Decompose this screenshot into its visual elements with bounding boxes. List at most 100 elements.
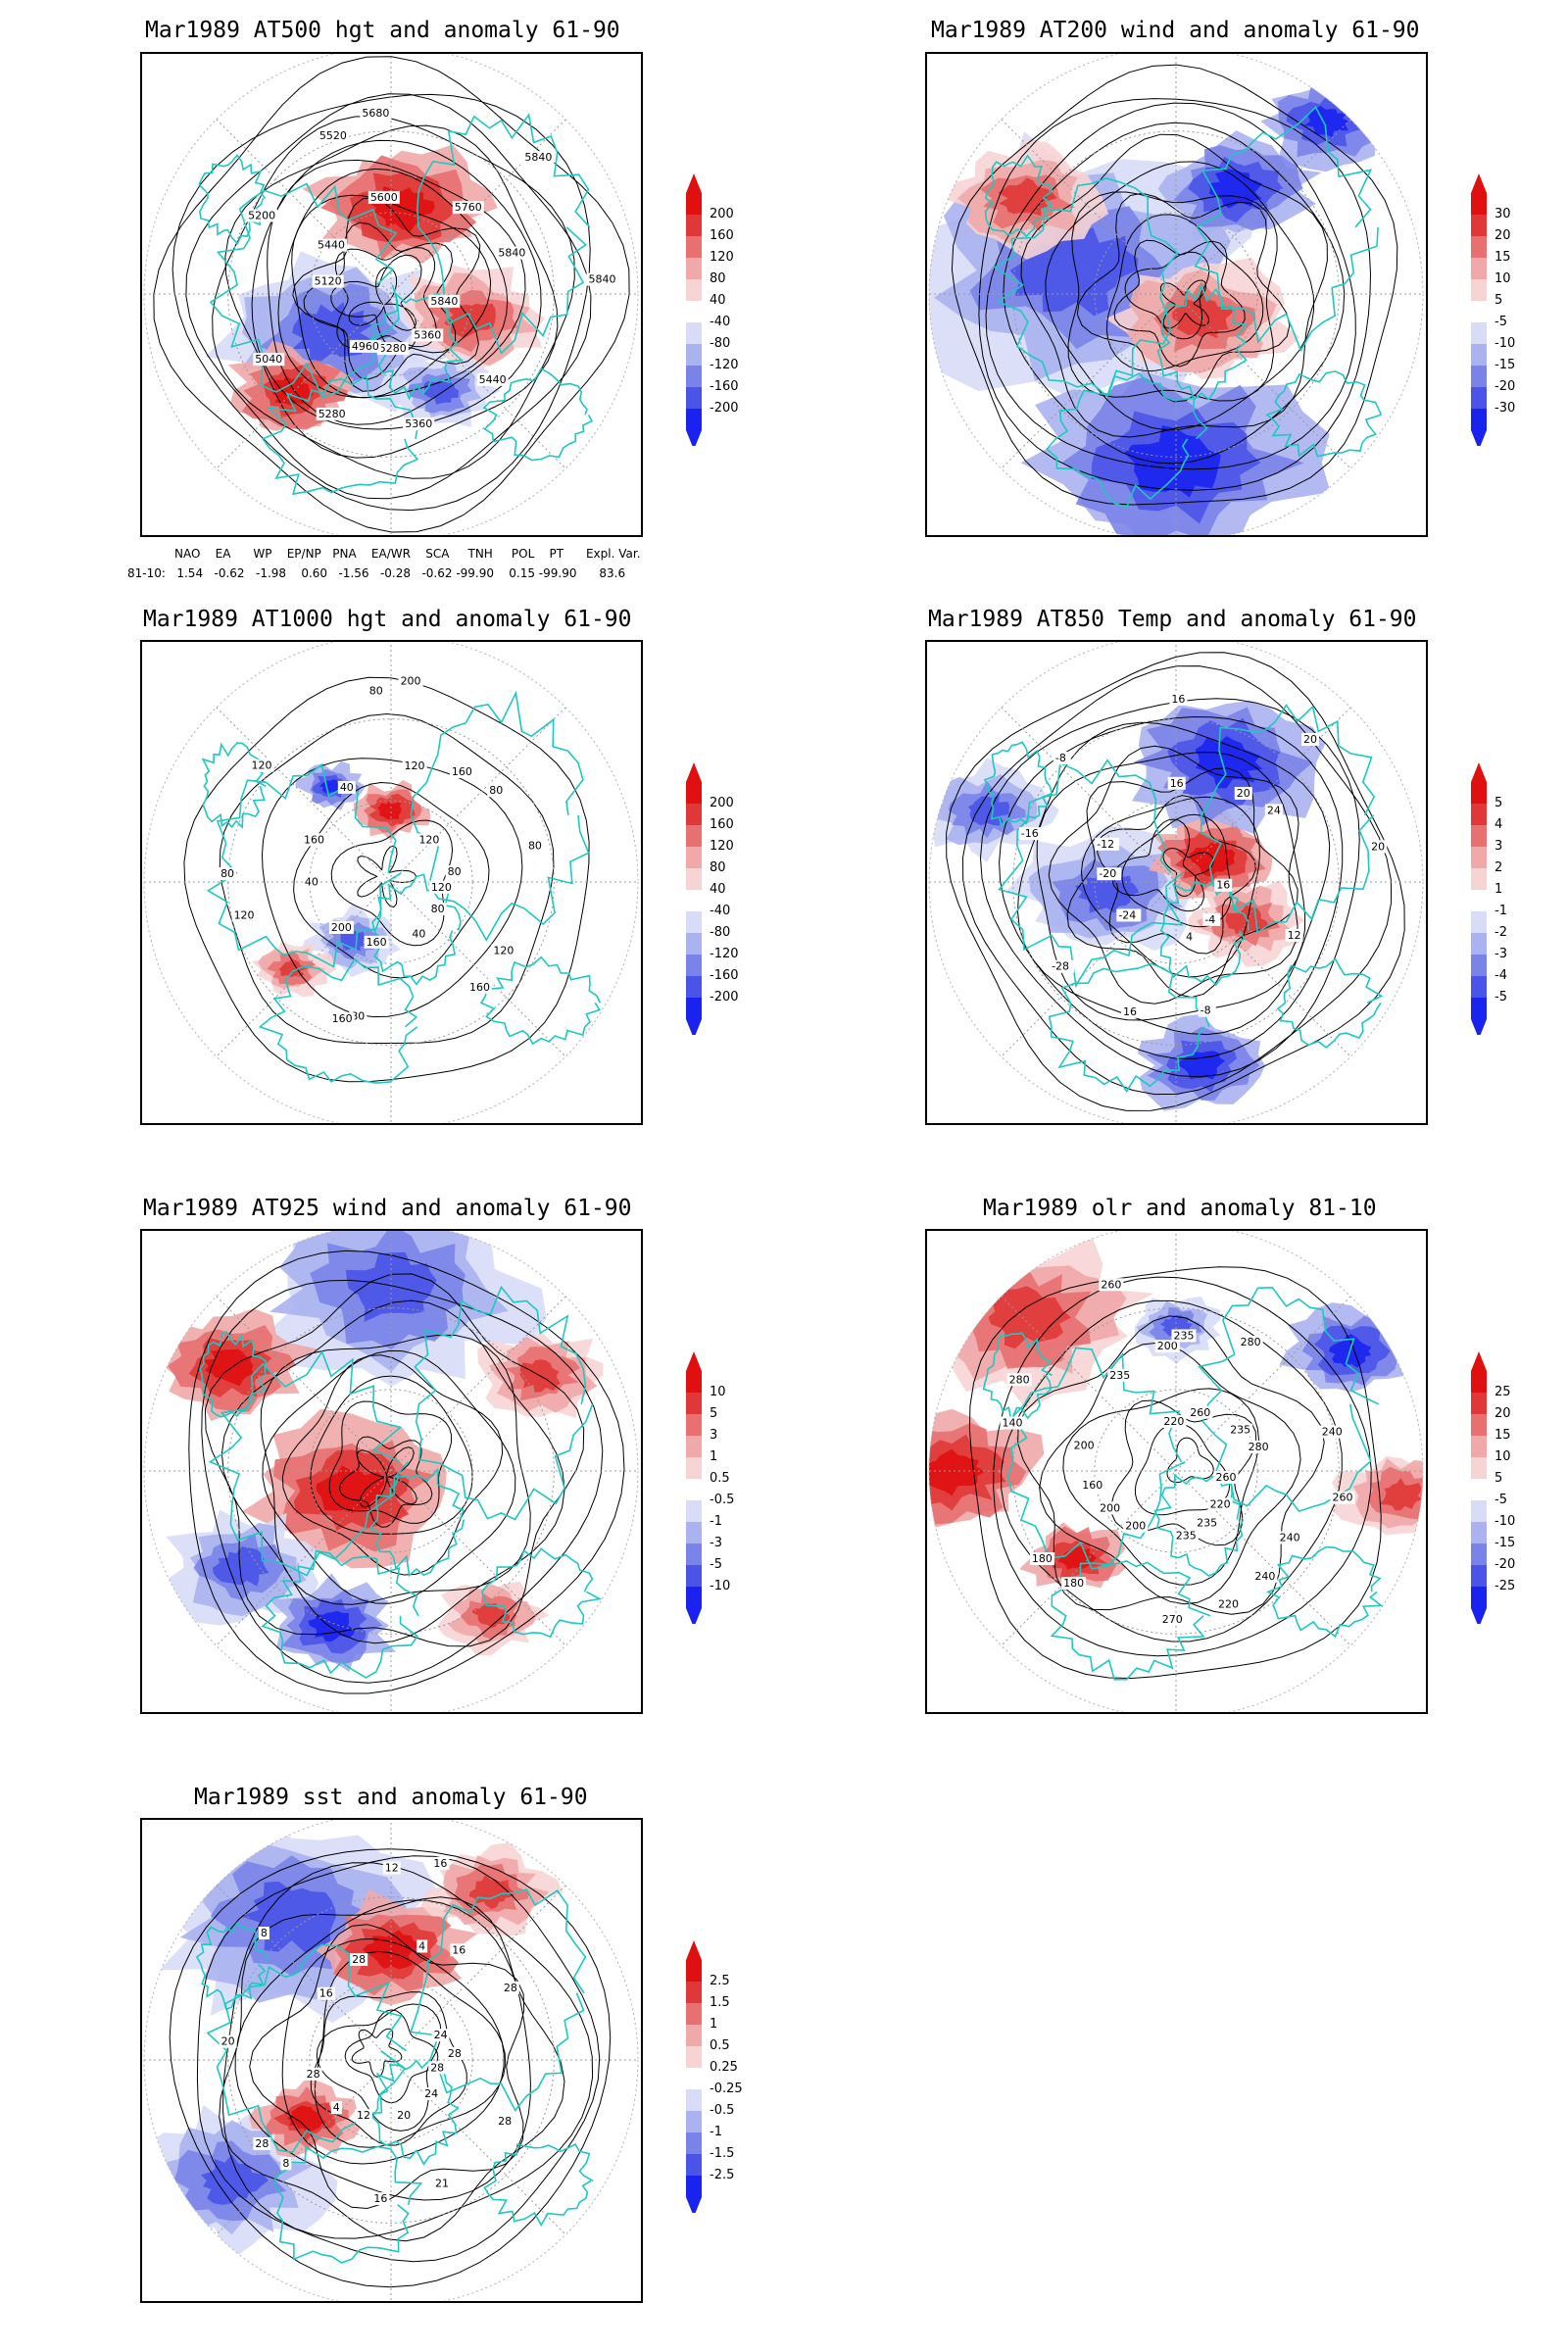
contour-label-bg bbox=[368, 190, 400, 204]
colorbar-segment bbox=[686, 2003, 702, 2025]
contour-label-bg bbox=[525, 839, 544, 853]
contour-label-bg bbox=[428, 880, 454, 894]
anomaly-shading-pos bbox=[316, 1465, 385, 1514]
contour-label: 28 bbox=[430, 2061, 444, 2074]
contour-label-bg bbox=[586, 272, 618, 286]
polar-map-p3: 1201208016040801601602001204080160120408… bbox=[143, 642, 639, 1123]
teleconnection-header: NAO EA WP EP/NP PNA EA/WR SCA TNH POL PT… bbox=[174, 547, 641, 561]
colorbar-segment bbox=[686, 1371, 702, 1393]
map-boundary bbox=[928, 1231, 1424, 1712]
colorbar-top-arrow bbox=[1471, 173, 1487, 193]
coastline bbox=[982, 1332, 1053, 1424]
contour-line bbox=[968, 1266, 1382, 1680]
contour-label: 5440 bbox=[318, 239, 345, 252]
colorbar-tick-label: -20 bbox=[1494, 1557, 1516, 1572]
contour-label-bg bbox=[452, 201, 484, 215]
contour-label-bg bbox=[1095, 837, 1120, 851]
contour-label: 16 bbox=[452, 1943, 466, 1956]
map-p2 bbox=[925, 52, 1428, 537]
contour-label-bg bbox=[1238, 1336, 1263, 1349]
colorbar-tick-label: -15 bbox=[1494, 358, 1516, 372]
colorbar-tick-label: -5 bbox=[1494, 990, 1507, 1004]
contour-line bbox=[1105, 214, 1264, 372]
contour-label-bg bbox=[395, 2109, 414, 2123]
colorbar-tick-label: -160 bbox=[710, 379, 739, 394]
contour-label: 5440 bbox=[479, 373, 507, 386]
contour-line bbox=[183, 676, 590, 1083]
latitude-circle bbox=[1012, 130, 1340, 458]
colorbar-tick-label: 5 bbox=[1494, 293, 1503, 308]
colorbar-segment bbox=[686, 2046, 702, 2068]
contour-label-bg bbox=[350, 1952, 368, 1966]
colorbar-segment bbox=[1471, 955, 1487, 976]
colorbar-tick-label: 10 bbox=[710, 1385, 726, 1399]
coastline bbox=[261, 1549, 419, 1679]
colorbar-tick-label: -4 bbox=[1494, 968, 1507, 983]
coastline bbox=[209, 182, 400, 399]
panel-title-p2: Mar1989 AT200 wind and anomaly 61-90 bbox=[931, 18, 1420, 43]
contour-label-bg bbox=[1029, 1551, 1054, 1565]
colorbar-top-arrow bbox=[1471, 1351, 1487, 1371]
colorbar-segment bbox=[1471, 366, 1487, 387]
contour-label-bg bbox=[491, 944, 516, 957]
polar-map-p4: 16 12 -4 -8 4 16 -24 -28 -20 -16 -12 -8 16 16 20 20 24 20 bbox=[928, 642, 1424, 1123]
contour-label-bg bbox=[1123, 1519, 1149, 1533]
colorbar-top-arrow bbox=[686, 1940, 702, 1960]
colorbar-tick-label: 80 bbox=[710, 860, 726, 875]
contour-label: 200 bbox=[1074, 1440, 1095, 1452]
map-p5 bbox=[140, 1229, 643, 1714]
panel-title-p3: Mar1989 AT1000 hgt and anomaly 61-90 bbox=[143, 607, 632, 632]
colorbar-tick-label: 1.5 bbox=[710, 1995, 730, 2010]
colorbar-segment bbox=[1471, 193, 1487, 215]
contour-label: 270 bbox=[1162, 1613, 1183, 1626]
panel-title-p4: Mar1989 AT850 Temp and anomaly 61-90 bbox=[928, 607, 1417, 632]
contour-line bbox=[251, 139, 542, 430]
contour-label: 220 bbox=[1210, 1498, 1231, 1511]
colorbar-segment bbox=[686, 258, 702, 279]
coastline bbox=[482, 368, 593, 462]
colorbar-svg-p3 bbox=[686, 762, 702, 1035]
contour-label: 280 bbox=[1009, 1373, 1030, 1386]
anomaly-shading-pos bbox=[271, 375, 314, 406]
contour-label: 120 bbox=[252, 760, 272, 772]
contour-label-bg bbox=[410, 927, 428, 941]
contour-label-bg bbox=[416, 833, 442, 847]
colorbar-tick-label: 3 bbox=[710, 1428, 718, 1443]
colorbar-tick-label: -40 bbox=[710, 315, 731, 329]
contour-label: 5680 bbox=[362, 107, 389, 120]
contour-label-bg bbox=[1234, 786, 1252, 800]
coastline bbox=[479, 956, 602, 1046]
colorbar-segment bbox=[1471, 301, 1487, 322]
contour-label: 5840 bbox=[524, 151, 552, 164]
colorbar-segment bbox=[1471, 998, 1487, 1019]
colorbar-segment bbox=[686, 1457, 702, 1479]
colorbar-segment bbox=[686, 1587, 702, 1608]
contour-label: 180 bbox=[1032, 1552, 1053, 1565]
contour-label-bg bbox=[1215, 1597, 1241, 1611]
contour-label: 200 bbox=[1125, 1520, 1146, 1533]
contour-label-bg bbox=[1301, 732, 1320, 746]
colorbar-tick-label: -200 bbox=[710, 401, 739, 416]
colorbar-tick-label: -15 bbox=[1494, 1536, 1516, 1550]
map-p6: 260 240 220 240 235 220 235 270 200 180 200 180 160 1… bbox=[925, 1229, 1428, 1714]
colorbar-tick-label: 40 bbox=[710, 293, 726, 308]
coastline bbox=[198, 154, 267, 245]
contour-label: 16 bbox=[1123, 1005, 1137, 1018]
contour-label-bg bbox=[1107, 1368, 1133, 1382]
colorbar-top-arrow bbox=[686, 762, 702, 782]
colorbar-segment bbox=[686, 2132, 702, 2154]
colorbar-tick-label: -3 bbox=[710, 1536, 722, 1550]
contour-label-bg bbox=[360, 107, 392, 121]
colorbar-segment bbox=[686, 279, 702, 301]
coastline bbox=[483, 2143, 594, 2228]
colorbar-segment bbox=[1471, 236, 1487, 258]
colorbar-tick-label: 25 bbox=[1494, 1385, 1511, 1399]
coastline bbox=[416, 113, 591, 355]
contour-label: 8 bbox=[282, 2157, 289, 2170]
contour-label: 20 bbox=[221, 2035, 235, 2048]
anomaly-shading-pos bbox=[1189, 842, 1236, 877]
map-boundary bbox=[928, 642, 1424, 1123]
colorbar-segment bbox=[686, 2025, 702, 2046]
colorbar-segment bbox=[1471, 409, 1487, 430]
colorbar-tick-label: -40 bbox=[710, 904, 731, 918]
